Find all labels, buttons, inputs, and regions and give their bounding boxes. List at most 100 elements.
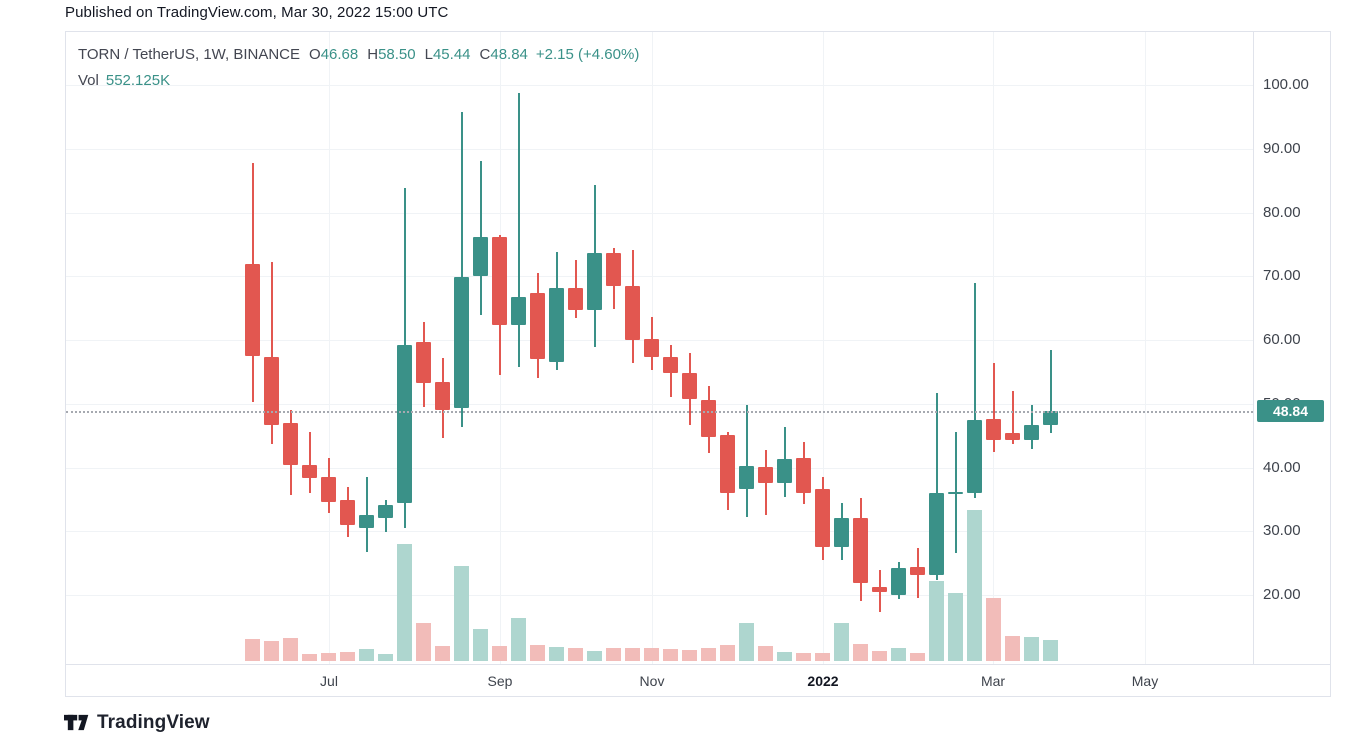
volume-bar <box>853 643 868 661</box>
volume-bar <box>530 644 545 661</box>
volume-bar <box>378 653 393 661</box>
candle-body <box>739 466 754 490</box>
candle-wick <box>1012 391 1014 444</box>
chart-legend: TORN / TetherUS, 1W, BINANCE O46.68 H58.50… <box>78 42 639 94</box>
candle-body <box>777 459 792 483</box>
candle-body <box>758 466 773 483</box>
volume-bar <box>948 592 963 661</box>
volume-bar <box>796 652 811 661</box>
symbol-title: TORN / TetherUS, 1W, BINANCE <box>78 46 301 63</box>
volume-bar <box>929 580 944 661</box>
volume-bar <box>454 565 469 661</box>
time-axis[interactable]: Jul Sep Nov 2022 Mar May <box>66 664 1330 696</box>
candle-body <box>796 457 811 493</box>
candle-wick <box>518 93 520 367</box>
candle-body <box>606 252 621 286</box>
h-gridline <box>66 148 1253 150</box>
candle-body <box>245 264 260 356</box>
volume-bar <box>1024 636 1039 661</box>
candle-body <box>701 399 716 437</box>
volume-bar <box>435 645 450 661</box>
candle-wick <box>746 405 748 518</box>
candle-body <box>644 339 659 358</box>
candle-body <box>853 517 868 583</box>
candle-body <box>587 252 602 311</box>
h-gridline <box>66 595 1253 596</box>
candle-body <box>454 276 469 409</box>
volume-bar <box>625 648 640 661</box>
time-tick-label: 2022 <box>807 673 839 689</box>
price-tick-label: 70.00 <box>1263 267 1301 285</box>
volume-bar <box>872 650 887 661</box>
volume-bar <box>511 617 526 661</box>
time-tick-label: Nov <box>639 673 665 689</box>
candle-body <box>720 434 735 493</box>
v-gridline <box>993 32 994 664</box>
candle-body <box>511 297 526 326</box>
candle-body <box>378 505 393 518</box>
tradingview-logo-text: TradingView <box>97 711 210 733</box>
legend-volume-row[interactable]: Vol 552.125K <box>78 68 639 94</box>
last-price-tag: 48.84 <box>1257 400 1324 423</box>
volume-bar <box>701 648 716 661</box>
candle-wick <box>366 477 368 553</box>
volume-bar <box>644 648 659 661</box>
candle-wick <box>461 111 463 427</box>
volume-bar <box>891 648 906 661</box>
volume-bar <box>397 543 412 661</box>
volume-bar <box>720 644 735 661</box>
volume-bar <box>416 622 431 661</box>
price-tick-label: 40.00 <box>1263 458 1301 476</box>
h-gridline <box>66 212 1253 214</box>
ohlc-l: L45.44 <box>424 46 471 63</box>
candle-body <box>416 341 431 383</box>
v-gridline <box>329 32 330 664</box>
candle-body <box>986 419 1001 441</box>
volume-bar <box>321 652 336 661</box>
candle-body <box>682 373 697 400</box>
candle-body <box>1005 433 1020 441</box>
volume-bar <box>264 640 279 661</box>
volume-bar <box>606 648 621 661</box>
candle-body <box>530 293 545 360</box>
candle-wick <box>936 392 938 580</box>
price-tick-label: 90.00 <box>1263 139 1301 157</box>
ohlc-c: C48.84 <box>479 46 528 63</box>
v-gridline <box>1145 32 1146 664</box>
candle-body <box>663 357 678 373</box>
candle-body <box>435 382 450 411</box>
price-tick-label: 80.00 <box>1263 203 1301 221</box>
v-gridline <box>823 32 824 664</box>
candle-body <box>492 237 507 326</box>
candle-body <box>1043 411 1058 425</box>
candle-body <box>283 422 298 465</box>
volume-bar <box>549 646 564 661</box>
price-tick-label: 60.00 <box>1263 331 1301 348</box>
candle-body <box>834 517 849 548</box>
time-tick-label: Mar <box>980 673 1006 689</box>
tradingview-attribution[interactable]: TradingView <box>64 710 210 735</box>
candlestick-plot[interactable]: TORN / TetherUS, 1W, BINANCE O46.68 H58.50… <box>66 32 1253 664</box>
candle-body <box>815 489 830 548</box>
volume-bar <box>340 652 355 661</box>
volume-bar <box>910 652 925 661</box>
time-tick-label: Sep <box>487 673 513 689</box>
candle-body <box>967 419 982 493</box>
candle-body <box>321 477 336 502</box>
h-gridline <box>66 276 1253 278</box>
candle-body <box>891 568 906 595</box>
candle-body <box>910 566 925 575</box>
time-tick-label: May <box>1131 673 1159 689</box>
candle-body <box>929 493 944 575</box>
published-line: Published on TradingView.com, Mar 30, 20… <box>65 4 449 21</box>
volume-bar <box>245 638 260 661</box>
candle-body <box>397 345 412 504</box>
volume-bar <box>1005 636 1020 661</box>
last-price-line <box>66 411 1253 414</box>
price-axis[interactable]: 100.0090.0080.0070.0060.0050.0040.0030.0… <box>1253 32 1330 664</box>
h-gridline <box>66 340 1253 341</box>
time-tick-label: Jul <box>320 673 338 689</box>
legend-ohlc-row[interactable]: TORN / TetherUS, 1W, BINANCE O46.68 H58.50… <box>78 42 639 68</box>
candle-body <box>340 500 355 525</box>
h-gridline <box>66 531 1253 533</box>
